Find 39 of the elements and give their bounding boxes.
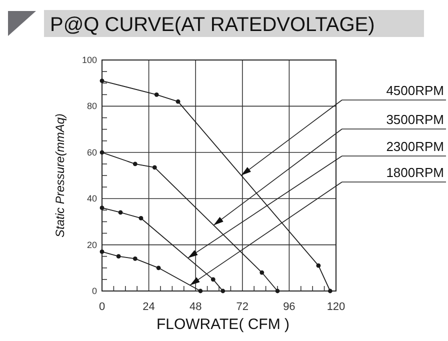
point	[220, 288, 226, 294]
y-tick-label: 0	[92, 286, 97, 296]
y-tick-label: 100	[82, 55, 97, 65]
point	[100, 206, 104, 210]
point	[260, 270, 264, 275]
x-tick-label: 96	[283, 301, 296, 313]
text: 2300RPM	[386, 139, 444, 154]
point	[156, 266, 161, 270]
y-tick-label: 20	[86, 240, 97, 250]
y-tick-label: 40	[86, 194, 97, 204]
text: 4500RPM	[386, 83, 444, 98]
point	[100, 150, 104, 155]
point	[176, 99, 180, 104]
y-axis-title: Static Pressure(mmAq)	[53, 113, 67, 238]
point	[100, 78, 104, 83]
y-tick-label: 60	[86, 147, 97, 158]
point	[328, 288, 332, 294]
x-axis-title: FLOWRATE( CFM )	[156, 316, 290, 333]
point	[118, 210, 123, 215]
y-tick-label: 80	[86, 101, 97, 112]
point	[316, 263, 321, 268]
x-tick-label: 120	[326, 301, 346, 313]
x-tick-label: 48	[189, 301, 202, 313]
x-tick-label: 0	[98, 301, 106, 313]
point	[138, 216, 144, 220]
point	[198, 288, 203, 294]
point	[275, 288, 280, 294]
chart-title: P@Q CURVE(AT RATEDVOLTAGE)	[50, 14, 375, 36]
text: 1800RPM	[386, 165, 444, 180]
x-tick-label: 24	[142, 301, 155, 313]
x-tick-label: 72	[236, 301, 249, 313]
point	[132, 256, 138, 261]
point	[154, 92, 159, 97]
text: 3500RPM	[386, 112, 444, 127]
point	[100, 250, 104, 254]
point	[210, 277, 216, 282]
point	[116, 254, 121, 259]
point	[132, 162, 138, 166]
point	[152, 165, 157, 170]
